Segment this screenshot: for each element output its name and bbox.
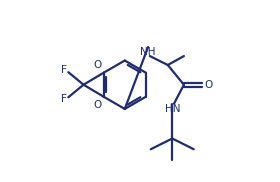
Text: O: O <box>94 60 102 70</box>
Text: F: F <box>61 94 67 104</box>
Text: O: O <box>204 80 213 90</box>
Text: NH: NH <box>140 47 156 57</box>
Text: F: F <box>61 65 67 75</box>
Text: O: O <box>94 100 102 110</box>
Text: HN: HN <box>165 104 180 114</box>
